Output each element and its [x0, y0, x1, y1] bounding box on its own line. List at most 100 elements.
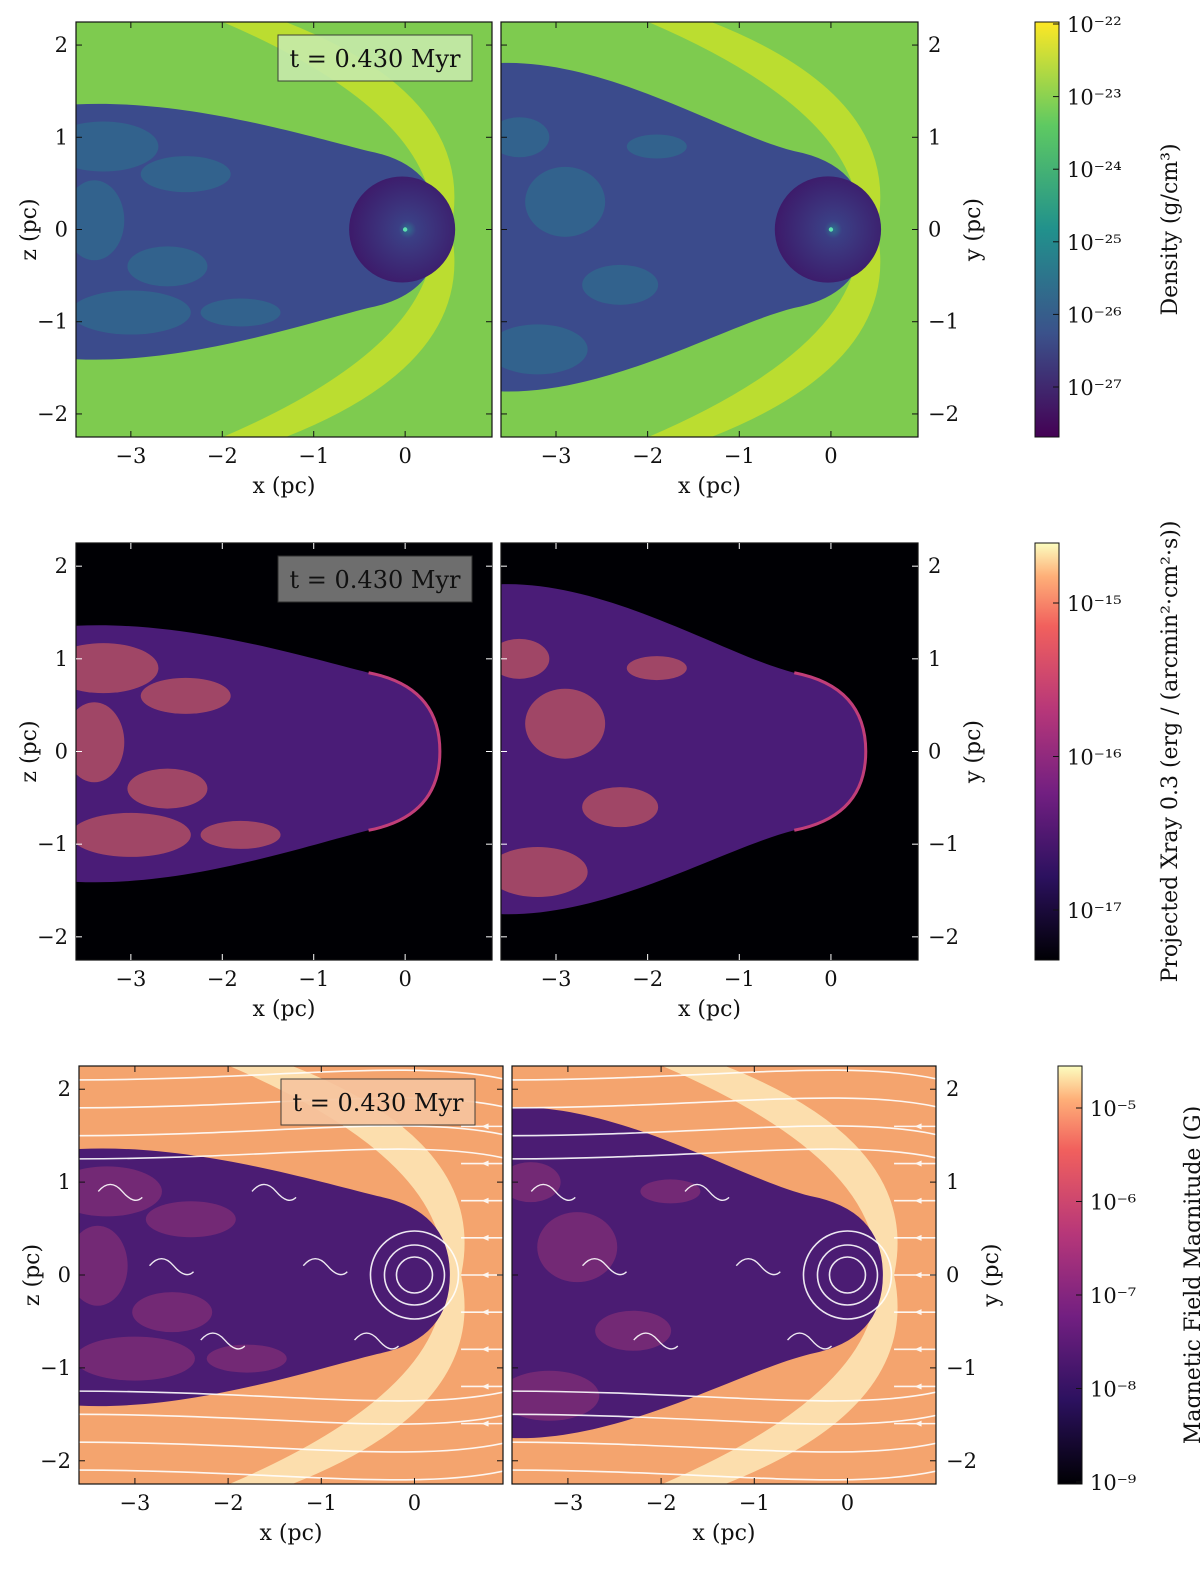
panel-row2-right: −3 −2 −1 0 −2 −1 0 1 2 x (pc) y (pc) — [511, 1065, 1004, 1546]
panel-body — [76, 543, 492, 960]
turbulent-field-line — [684, 1183, 730, 1202]
field-line — [512, 1148, 936, 1160]
turbulent-tail-region — [127, 768, 208, 809]
x-tick-label: −3 — [552, 1491, 583, 1515]
turbulent-tail-region — [525, 688, 606, 759]
turbulent-tail-region — [76, 702, 125, 783]
y-tick-label: 1 — [928, 647, 941, 671]
turbulent-field-line — [200, 1332, 246, 1350]
field-arrow — [914, 1123, 922, 1130]
field-arrow — [481, 1160, 489, 1167]
panel-row2-left: −3 −2 −1 0 −2 −1 0 1 2 x (pc) z (pc) t = 0.430 Myr — [20, 1065, 504, 1546]
x-tick-label: −2 — [207, 444, 238, 468]
colorbar-tick-label: 10⁻⁵ — [1090, 1097, 1136, 1121]
y-axis-label: y (pc) — [961, 198, 986, 262]
field-line — [79, 1069, 503, 1081]
shock-front-edge — [793, 671, 868, 832]
y-tick-label: 2 — [928, 33, 941, 57]
x-tick-label: −2 — [207, 967, 238, 991]
turbulent-tail-region — [200, 298, 281, 327]
y-axis-label: z (pc) — [20, 1244, 45, 1306]
y-tick-label: 0 — [55, 740, 68, 764]
streamlines — [79, 1069, 503, 1481]
y-tick-label: −2 — [37, 925, 68, 949]
x-axis-label: x (pc) — [678, 474, 741, 499]
panel-row1-left: −3 −2 −1 0 −2 −1 0 1 2 x (pc) z (pc) t = 0.430 Myr — [17, 542, 493, 1022]
time-label-box — [280, 1078, 476, 1126]
colorbar-label: Density (g/cm³) — [1158, 143, 1183, 315]
turbulent-tail-region — [132, 1292, 213, 1333]
field-loop — [383, 1244, 446, 1306]
colorbar-tick-label: 10⁻²² — [1067, 13, 1122, 37]
y-axis-label: z (pc) — [17, 720, 42, 782]
wind-bubble — [774, 176, 882, 283]
colorbar-tick-label: 10⁻²⁶ — [1067, 303, 1122, 327]
turbulent-tail-region — [582, 787, 659, 828]
panel-body — [501, 22, 918, 437]
colorbar-label: Projected Xray 0.3 (erg / (arcmin²·cm²·s… — [1158, 521, 1183, 983]
panel-row0-left: −3 −2 −1 0 −2 −1 0 1 2 x (pc) z (pc) t = 0.430 Myr — [17, 21, 493, 499]
turbulent-tail-region — [537, 1212, 618, 1283]
y-tick-label: 2 — [55, 33, 68, 57]
bow-shock-shell — [229, 1066, 465, 1484]
y-tick-label: −1 — [37, 310, 68, 334]
field-arrow — [481, 1123, 489, 1130]
x-tick-label: 0 — [824, 444, 837, 468]
turbulent-tail-region — [76, 290, 191, 335]
turbulent-tail-region — [501, 324, 588, 375]
wind-bubble — [349, 176, 456, 283]
x-tick-label: −1 — [298, 967, 329, 991]
colorbar-label: Magnetic Field Magnitude (G) — [1181, 1106, 1200, 1444]
central-star — [828, 227, 834, 232]
field-loop — [828, 1256, 867, 1294]
shock-front-edge — [368, 671, 442, 832]
colorbar — [1034, 542, 1060, 961]
colorbar-row1: 10⁻¹⁵ 10⁻¹⁶ 10⁻¹⁷ Projected Xray 0.3 (erg /… — [1034, 521, 1183, 983]
turbulent-tail-region — [501, 846, 588, 897]
turbulent-tail-region — [76, 121, 159, 172]
turbulent-tail-region — [501, 638, 550, 679]
y-tick-label: 0 — [928, 740, 941, 764]
turbulent-field-line — [581, 1258, 628, 1276]
y-tick-label: 1 — [55, 125, 68, 149]
y-tick-label: 2 — [58, 1077, 71, 1101]
field-loop — [395, 1256, 434, 1294]
x-tick-label: −2 — [632, 444, 663, 468]
wind-cavity — [76, 103, 440, 360]
bow-shock-shell — [662, 1066, 898, 1484]
turbulent-field-line — [787, 1332, 833, 1350]
turbulent-tail-region — [595, 1310, 672, 1351]
field-arrow — [914, 1160, 922, 1167]
bow-shock-shell — [648, 22, 881, 437]
colorbar-tick-label: 10⁻⁹ — [1090, 1471, 1136, 1495]
x-tick-label: −1 — [298, 444, 329, 468]
panel-body — [512, 1066, 936, 1484]
field-arrow — [481, 1383, 489, 1390]
y-tick-label: 0 — [928, 218, 941, 242]
x-tick-label: −1 — [724, 444, 755, 468]
y-tick-label: 1 — [946, 1170, 959, 1194]
turbulent-field-line — [302, 1258, 348, 1276]
streamlines — [512, 1069, 936, 1481]
colorbar-tick-label: 10⁻²⁴ — [1067, 158, 1122, 182]
colorbar-row2: 10⁻⁵ 10⁻⁶ 10⁻⁷ 10⁻⁸ 10⁻⁹ Magnetic Field Magni… — [1057, 1065, 1200, 1495]
turbulent-field-line — [148, 1258, 195, 1276]
panel-body — [76, 22, 492, 437]
field-line — [512, 1469, 936, 1481]
turbulent-tail-region — [140, 677, 231, 714]
y-tick-label: 1 — [58, 1170, 71, 1194]
panel-row1-right: −3 −2 −1 0 −2 −1 0 1 2 x (pc) y (pc) — [500, 542, 986, 1022]
x-axis-label: x (pc) — [260, 1521, 323, 1546]
x-tick-label: −3 — [541, 444, 572, 468]
turbulent-tail-region — [79, 1225, 128, 1306]
y-tick-label: 2 — [946, 1077, 959, 1101]
x-axis-label: x (pc) — [253, 474, 316, 499]
x-tick-label: 0 — [841, 1491, 854, 1515]
x-tick-label: −1 — [306, 1491, 337, 1515]
time-label: t = 0.430 Myr — [290, 566, 461, 594]
y-axis-label: z (pc) — [17, 198, 42, 260]
field-loop — [802, 1230, 893, 1320]
field-arrow — [914, 1234, 922, 1241]
turbulent-tail-region — [626, 134, 687, 159]
